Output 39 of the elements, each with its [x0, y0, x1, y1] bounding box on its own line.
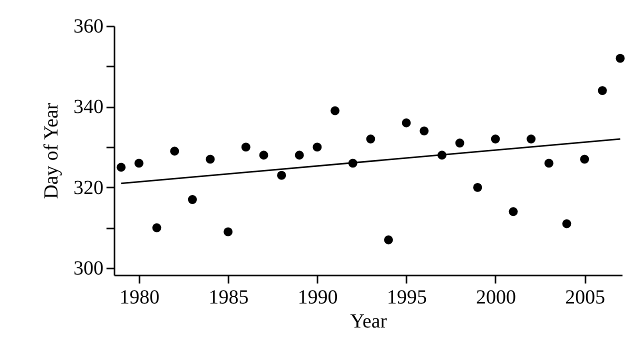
y-tick-label: 360 — [74, 16, 104, 38]
point — [330, 106, 340, 116]
point — [562, 219, 572, 228]
point — [206, 154, 215, 164]
y-axis-title: Day of Year — [40, 102, 62, 200]
point — [508, 207, 518, 216]
x-axis-title: Year — [350, 310, 388, 332]
x-tick-label: 1990 — [298, 286, 338, 308]
point — [420, 126, 429, 136]
point — [277, 170, 286, 180]
point — [224, 227, 233, 236]
x-tick-label: 1995 — [386, 286, 427, 308]
point — [170, 146, 180, 156]
point — [616, 54, 625, 63]
y-tick-label: 320 — [74, 176, 104, 199]
point — [241, 142, 250, 152]
point — [490, 134, 500, 144]
x-tick-label: 2000 — [476, 286, 516, 308]
point — [544, 158, 554, 168]
point — [134, 158, 144, 168]
point — [473, 182, 482, 192]
point — [312, 142, 322, 152]
x-tick-label: 1980 — [119, 286, 160, 308]
point — [259, 150, 268, 160]
point — [294, 150, 304, 160]
point — [526, 134, 536, 144]
x-tick-label: 1985 — [208, 286, 249, 308]
point — [580, 154, 590, 164]
point — [366, 134, 376, 144]
point — [598, 86, 607, 96]
y-tick-label: 340 — [74, 96, 104, 118]
point — [116, 162, 126, 172]
point — [188, 195, 197, 204]
y-tick-label: 300 — [74, 258, 104, 280]
point — [152, 223, 162, 232]
x-tick-label: 2005 — [565, 286, 606, 308]
point — [384, 235, 393, 244]
point — [402, 118, 411, 128]
point — [455, 138, 464, 148]
